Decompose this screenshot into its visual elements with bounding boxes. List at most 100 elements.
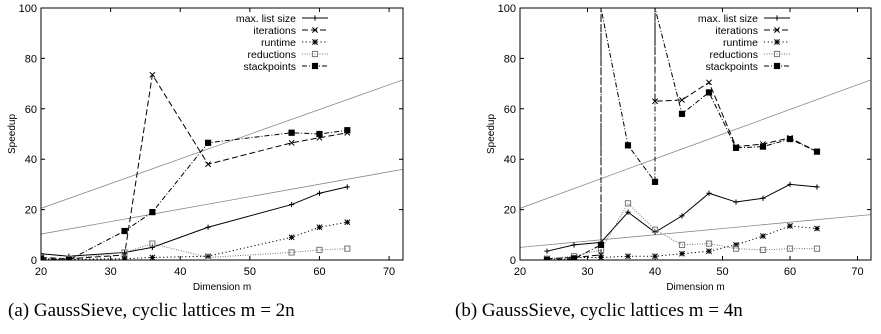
reference-line-a-1 [41,168,403,235]
data-point-b-stackpoints-32 [597,241,605,248]
data-point-b-stackpoints-40 [651,178,659,185]
plot-frame-b [519,7,872,261]
series-line-a-iterations [41,73,348,260]
legend-marker-b-iterations [774,27,780,33]
series-b-max-list-size [544,181,820,254]
caption-b: (b) GaussSieve, cyclic lattices m = 4n [455,300,743,322]
series-a-max-list-size [41,184,350,259]
legend-marker-b-runtime [774,39,780,45]
data-point-b-iterations-44 [679,97,685,103]
series-line-a-max-list-size [41,186,348,257]
x-tick-label-a-20: 20 [35,266,47,278]
legend-label-b-reductions: reductions [710,49,758,61]
x-tick-label-b-70: 70 [851,266,863,278]
data-point-b-max-list-size-48 [706,190,712,196]
x-tick-label-b-50: 50 [716,266,728,278]
data-point-b-reductions-56 [759,246,767,254]
data-point-a-reductions-64 [344,245,351,252]
data-point-b-runtime-40 [652,253,658,260]
caption-a-text: GaussSieve, cyclic lattices m = 2n [33,300,295,321]
data-point-a-stackpoints-60 [316,130,323,138]
y-tick-label-a-100: 100 [19,3,37,15]
data-point-a-reductions-36 [149,240,156,247]
y-axis-label-b: Speedup [486,114,497,154]
legend-label-a-stackpoints: stackpoints [243,61,296,73]
data-point-a-max-list-size-56 [289,201,295,208]
y-tick-label-a-0: 0 [31,255,37,267]
data-point-b-stackpoints-64 [813,148,821,155]
legend-sample-b-stackpoints [764,62,790,70]
x-tick-label-b-40: 40 [649,266,661,278]
data-point-a-stackpoints-20 [41,255,45,260]
legend-sample-b-reductions [764,50,790,58]
data-point-a-runtime-36 [149,254,156,260]
series-b-stackpoints [543,8,821,260]
data-point-b-stackpoints-36 [624,142,632,149]
x-axis-label-b: Dimension m [666,282,724,293]
reference-line-b-2 [520,79,871,209]
data-point-b-runtime-60 [787,223,793,229]
legend-marker-b-stackpoints [773,62,781,70]
x-tick-label-b-60: 60 [784,266,796,278]
reference-line-b-1 [520,214,871,248]
legend-sample-a-reductions [302,50,328,58]
series-line-b-stackpoints [546,8,818,260]
data-point-a-iterations-36 [149,71,156,78]
data-point-b-stackpoints-44 [678,110,686,117]
y-tick-label-a-40: 40 [25,154,37,166]
data-point-b-reductions-40 [651,226,659,233]
data-point-b-stackpoints-24 [543,256,551,260]
data-point-b-max-list-size-36 [625,209,631,215]
x-axis-label-a: Dimension m [193,282,251,293]
data-point-a-reductions-32 [121,249,128,256]
data-point-a-runtime-64 [344,219,351,226]
legend-label-a-runtime: runtime [261,37,296,49]
data-point-b-max-list-size-52 [733,199,739,205]
data-point-a-stackpoints-24 [65,256,72,260]
data-point-b-stackpoints-56 [759,143,767,150]
data-point-a-iterations-44 [205,161,212,168]
data-point-a-stackpoints-56 [288,129,295,136]
data-point-b-max-list-size-24 [544,248,550,254]
y-tick-label-b-0: 0 [510,255,516,267]
legend-marker-a-stackpoints [311,62,319,70]
data-point-a-reductions-56 [288,249,295,256]
data-point-b-runtime-44 [679,250,685,257]
legend-sample-b-runtime [764,39,790,45]
x-tick-label-a-40: 40 [174,266,186,278]
x-tick-label-b-30: 30 [581,266,593,278]
legend-marker-a-max-list-size [312,15,318,21]
legend-label-a-reductions: reductions [248,49,296,61]
data-point-b-reductions-48 [705,240,713,247]
y-tick-label-a-60: 60 [25,104,37,116]
data-point-a-reductions-60 [316,246,323,254]
reference-line-a-2 [41,79,403,209]
y-tick-label-a-20: 20 [25,205,37,217]
legend-label-b-runtime: runtime [723,37,758,49]
data-point-a-runtime-56 [288,234,295,241]
legend-label-b-stackpoints: stackpoints [705,61,758,73]
data-point-a-runtime-60 [316,224,323,231]
series-line-a-stackpoints [41,129,348,260]
legend-sample-a-stackpoints [302,62,328,70]
legend-marker-b-reductions [773,50,781,58]
y-tick-label-b-20: 20 [504,205,516,217]
data-point-b-max-list-size-60 [787,181,793,187]
data-point-b-stackpoints-52 [732,144,740,151]
y-tick-label-b-80: 80 [504,53,516,65]
data-point-b-runtime-64 [814,225,820,232]
legend-marker-b-max-list-size [774,15,780,21]
data-point-b-reductions-64 [813,245,821,252]
data-point-b-max-list-size-64 [814,184,820,190]
legend-label-a-max-list-size: max. list size [236,13,296,25]
x-tick-label-a-50: 50 [244,266,256,278]
legend-sample-a-max-list-size [302,15,328,21]
data-point-a-stackpoints-64 [344,127,351,134]
data-point-a-stackpoints-36 [149,209,156,216]
legend-sample-b-max-list-size [764,15,790,21]
legend-sample-b-iterations [764,27,790,33]
x-tick-label-a-70: 70 [383,266,395,278]
data-point-b-reductions-44 [678,241,686,248]
